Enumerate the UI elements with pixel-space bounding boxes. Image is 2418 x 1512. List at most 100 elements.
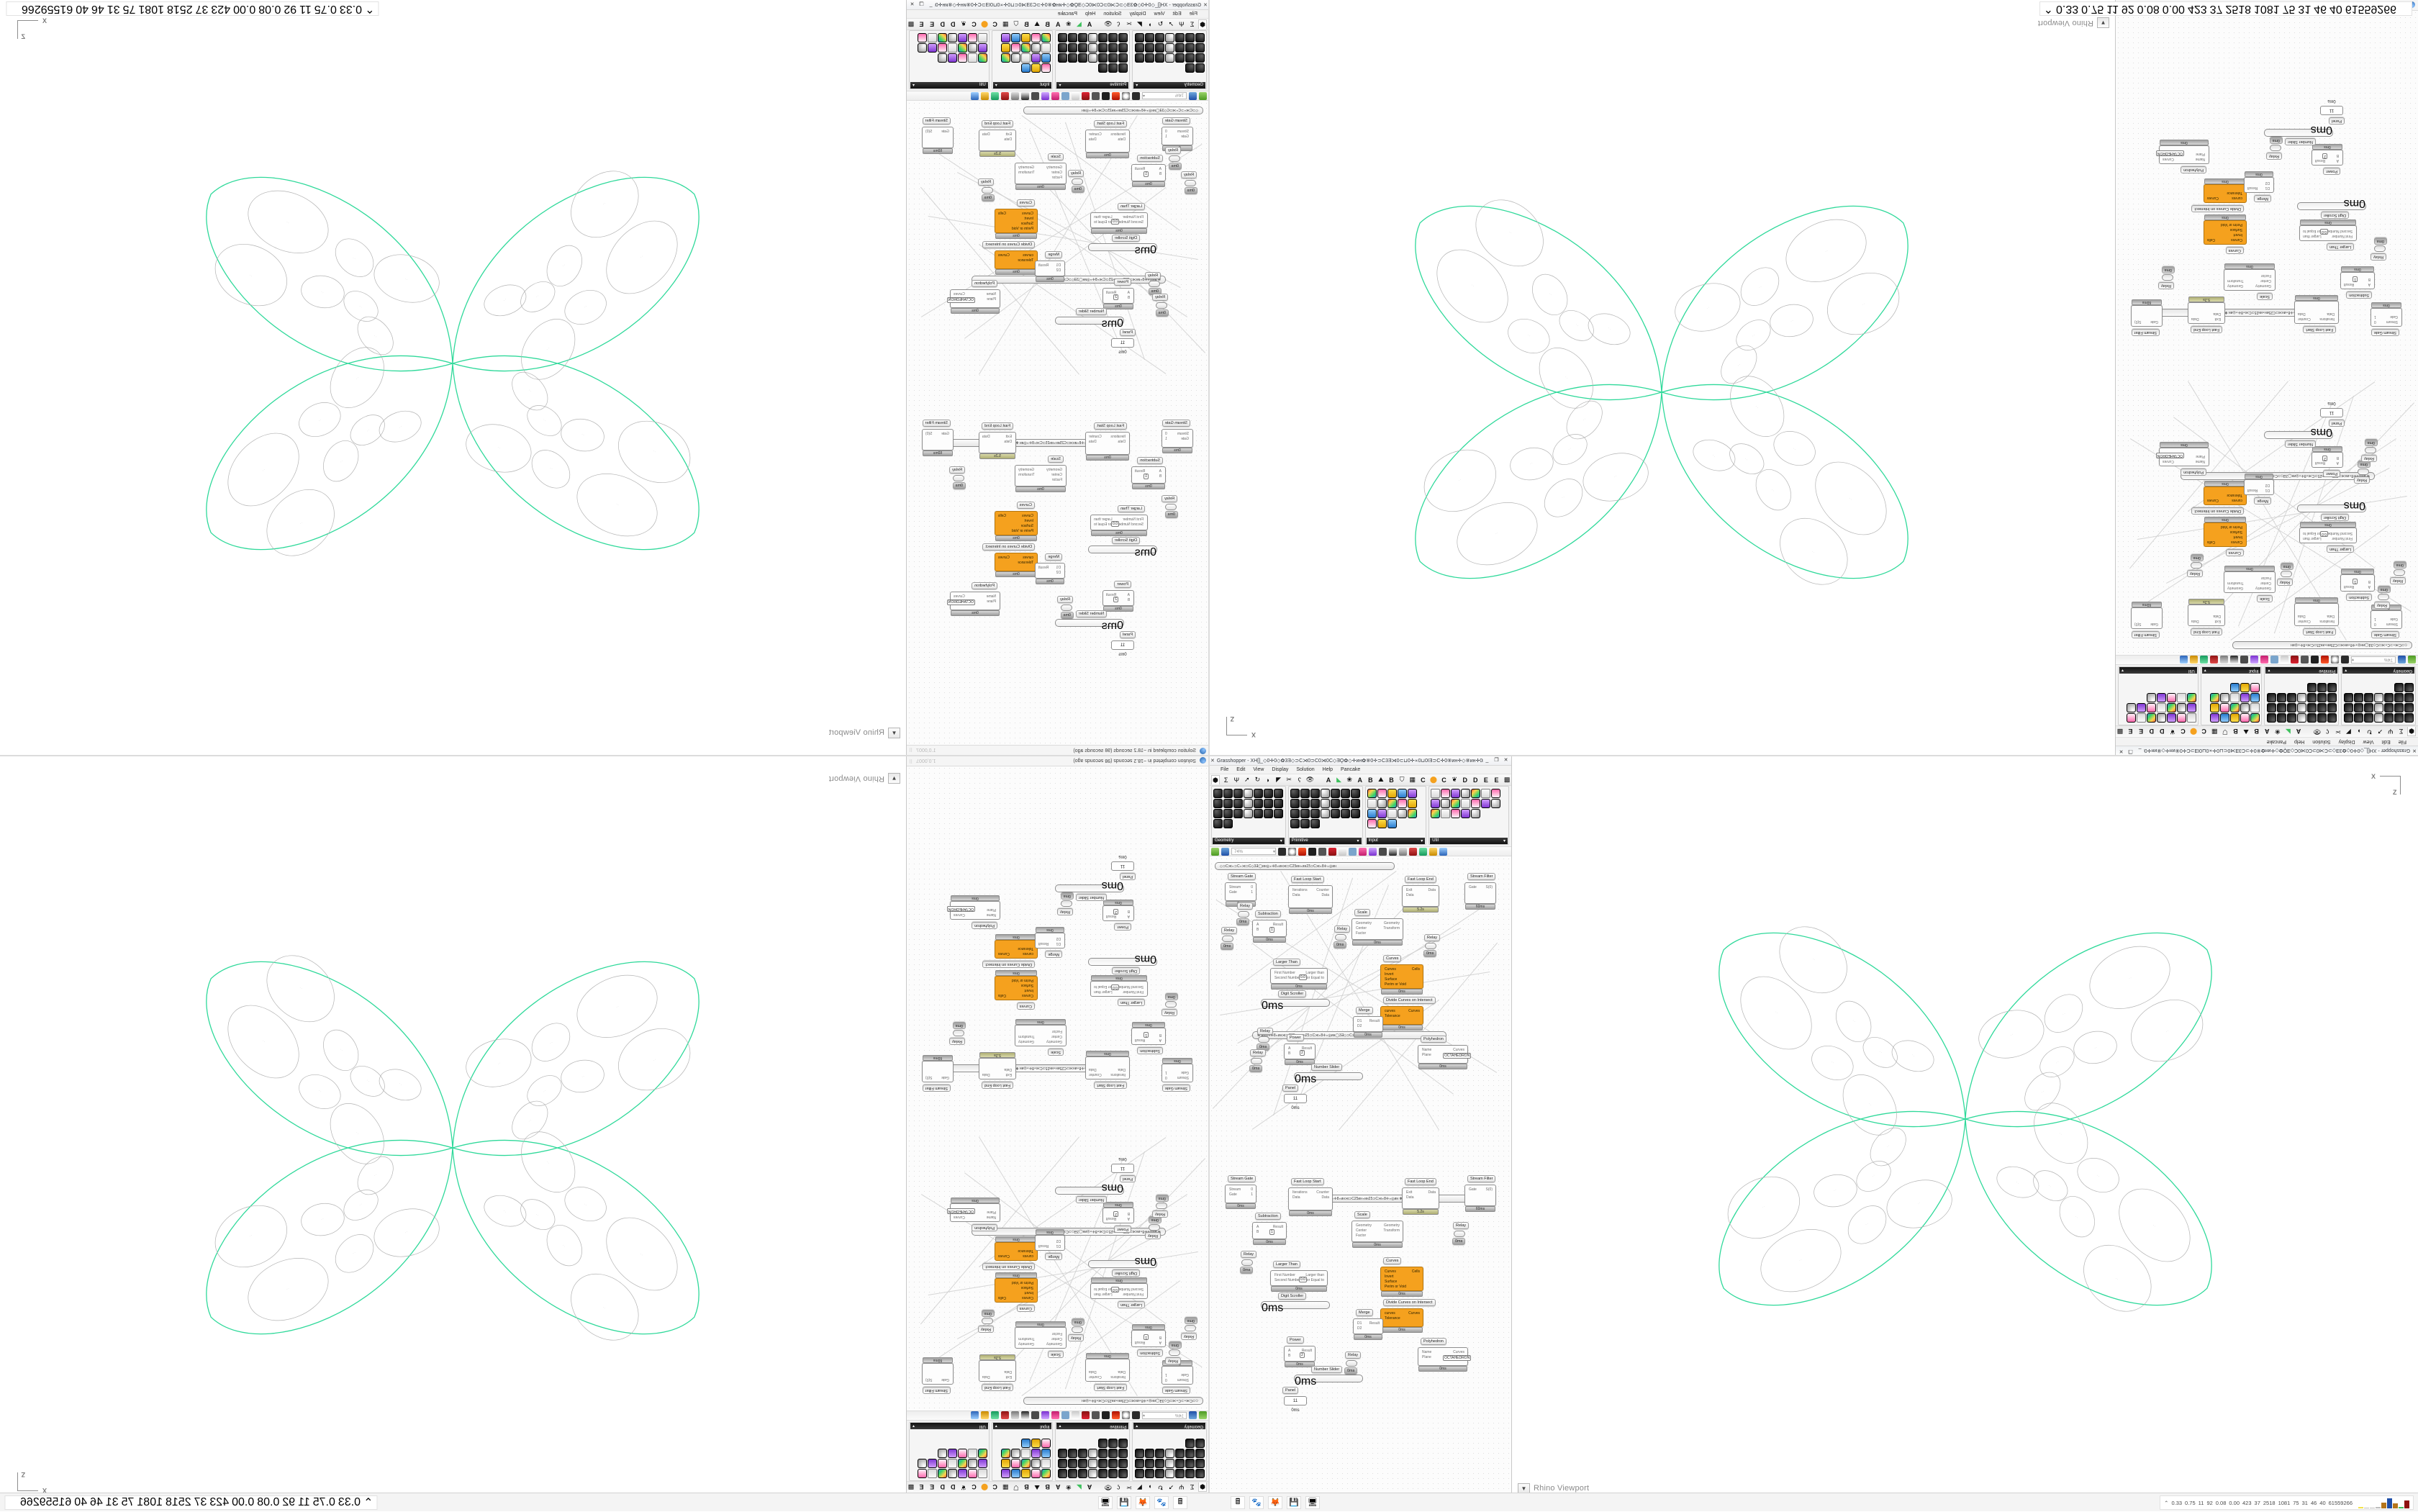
node-input-pin[interactable]: Gate xyxy=(1181,135,1189,139)
node-output-pin[interactable]: Transform xyxy=(1383,926,1400,931)
node-input-pin[interactable]: Gate xyxy=(1229,890,1237,895)
palette-component-icon[interactable] xyxy=(1431,809,1441,818)
node-value-field[interactable]: 1 xyxy=(1144,474,1149,479)
chevron-down-icon[interactable]: ▾ xyxy=(2268,668,2270,672)
node-input-pin[interactable]: Name xyxy=(986,594,996,599)
palette-component-icon[interactable] xyxy=(1011,53,1021,63)
search-icon[interactable] xyxy=(1061,91,1069,100)
palette-component-icon[interactable] xyxy=(1397,789,1407,798)
palette-component-icon[interactable] xyxy=(1387,809,1397,818)
shade3-icon[interactable] xyxy=(1001,91,1009,100)
node-input-pin[interactable]: A xyxy=(1159,167,1162,171)
palette-component-icon[interactable] xyxy=(1108,1459,1118,1468)
node-output-pin[interactable]: Cells xyxy=(2207,540,2216,544)
shade2-icon[interactable] xyxy=(1399,847,1407,856)
minimize-button[interactable]: _ xyxy=(929,2,933,7)
preview-icon[interactable] xyxy=(2331,656,2339,664)
node-input-pin[interactable]: Stream xyxy=(1177,130,1189,134)
grasshopper-titlebar[interactable]: ✕ Grasshopper - XH[]_◇0✛0◇✿3Ǝ◇⊃C⋊0⊃C0⋊0C… xyxy=(2116,746,2418,756)
node-input-pin[interactable]: Plane xyxy=(987,1210,996,1214)
palette-component-icon[interactable] xyxy=(2317,693,2327,702)
shade2-icon[interactable] xyxy=(1011,91,1019,100)
ribbon-tab-a2-icon[interactable]: A xyxy=(1055,1483,1061,1491)
node-input-pin[interactable]: Surface xyxy=(1020,524,1033,528)
zoom-level-input[interactable]: 74% ▾ xyxy=(1142,1412,1187,1419)
node-input-pin[interactable]: A xyxy=(1159,469,1162,474)
node-input-pin[interactable]: Perim or Void xyxy=(1385,982,1407,987)
palette-component-icon[interactable] xyxy=(1108,53,1118,63)
cross-curves-icon[interactable] xyxy=(1031,91,1039,100)
relay-node[interactable] xyxy=(1346,1360,1357,1367)
preview-icon[interactable] xyxy=(1122,1411,1130,1420)
chevron-down-icon[interactable]: ▾ xyxy=(2345,668,2347,672)
palette-component-icon[interactable] xyxy=(2240,713,2250,723)
palette-component-icon[interactable] xyxy=(1058,1459,1068,1468)
node-output-pin[interactable]: Result xyxy=(1038,566,1049,570)
palette-component-icon[interactable] xyxy=(1310,819,1320,828)
palette-component-icon[interactable] xyxy=(1195,1459,1205,1468)
ribbon-tab-arrow-icon[interactable]: ➚ xyxy=(1168,1484,1174,1491)
palette-component-icon[interactable] xyxy=(2250,703,2260,712)
palette-component-icon[interactable] xyxy=(957,43,967,53)
node-input-pin[interactable]: Gate xyxy=(1181,1372,1189,1377)
node-input-pin[interactable]: Geometry xyxy=(1046,1039,1062,1044)
palette-component-icon[interactable] xyxy=(1310,809,1320,818)
palette-component-icon[interactable] xyxy=(1300,809,1310,818)
node-output-pin[interactable]: Larger than xyxy=(1305,971,1324,975)
node-input-pin[interactable]: Center xyxy=(1051,1336,1062,1341)
chevron-down-icon[interactable]: ▾ xyxy=(1143,1413,1146,1417)
profiler-icon[interactable] xyxy=(1102,91,1110,100)
menu-item-solution[interactable]: Solution xyxy=(2312,739,2331,744)
palette-component-icon[interactable] xyxy=(1001,43,1011,53)
search-icon[interactable] xyxy=(2270,656,2278,664)
palette-group-title[interactable]: Input ▾ xyxy=(1366,838,1426,844)
canvas-node[interactable]: Exit Data Data 5.2s xyxy=(979,130,1016,157)
close-button[interactable]: ✕ xyxy=(1503,758,1508,763)
node-input-pin[interactable]: B xyxy=(1288,1051,1291,1056)
node-output-pin[interactable]: Result xyxy=(2247,488,2258,492)
node-input-pin[interactable]: Perim or Void xyxy=(1011,529,1033,533)
canvas-node[interactable]: curves Tolerance Curves 0ms xyxy=(995,1236,1038,1261)
node-output-pin[interactable]: Larger than xyxy=(1094,215,1113,219)
viewport-menu-arrow[interactable]: ▼ xyxy=(2097,17,2109,28)
node-input-pin[interactable]: Geometry xyxy=(2255,586,2271,590)
rhino-viewport-pane[interactable]: X Z · · · · · · · · · · · · · · · · · · · · · · · ·… xyxy=(0,756,907,1511)
palette-component-icon[interactable] xyxy=(1377,819,1387,828)
canvas-node[interactable]: First Number Second Number Larger than... … xyxy=(1090,1277,1148,1299)
ribbon-tab-mountain-icon[interactable]: ⛰ xyxy=(1378,776,1384,783)
palette-component-icon[interactable] xyxy=(1431,789,1441,798)
ribbon-tab-d2-icon[interactable]: D xyxy=(1473,776,1478,784)
ribbon-tab-b2-icon[interactable]: B xyxy=(1024,1483,1029,1491)
shade3-icon[interactable] xyxy=(2210,656,2218,664)
node-output-pin[interactable]: Cells xyxy=(998,993,1007,997)
node-value-field[interactable]: OCTAHEDRON xyxy=(1443,1053,1472,1059)
canvas-node[interactable]: Exit Data Data 5.2s xyxy=(1402,885,1439,913)
palette-component-icon[interactable] xyxy=(1264,799,1273,808)
grasshopper-canvas[interactable]: ◇⊃C⋊∘⊃C∘⋊⊃C◇3Ǝ◯ин◎∘✛8∘ин⋊⊃C2Ƽин∘ин2Ƽ⊃C⋊∘… xyxy=(1209,856,1511,1500)
palette-component-icon[interactable] xyxy=(947,33,957,42)
node-input-pin[interactable]: Plane xyxy=(1422,1053,1431,1057)
ribbon-tab-shield-icon[interactable]: ⛉ xyxy=(1013,1484,1019,1491)
taskbar-terminal-icon[interactable]: 🖥 xyxy=(1305,1495,1320,1509)
palette-component-icon[interactable] xyxy=(977,1459,987,1468)
node-input-pin[interactable]: Tolerance xyxy=(1018,946,1033,951)
canvas-node[interactable]: curves Tolerance Curves 0ms xyxy=(995,250,1038,275)
node-output-pin[interactable]: Data xyxy=(1089,137,1097,142)
palette-component-icon[interactable] xyxy=(1155,33,1164,42)
palette-component-icon[interactable] xyxy=(2277,703,2287,712)
palette-component-icon[interactable] xyxy=(1310,799,1320,808)
palette-component-icon[interactable] xyxy=(937,1449,947,1458)
palette-component-icon[interactable] xyxy=(2394,713,2404,723)
node-input-pin[interactable]: B xyxy=(1256,1230,1259,1234)
palette-component-icon[interactable] xyxy=(2176,713,2186,723)
palette-component-icon[interactable] xyxy=(1185,63,1195,73)
ribbon-tab-leaf-icon[interactable]: ◣ xyxy=(1336,776,1342,783)
canvas-node[interactable]: Geometry Center Factor Geometry Transform 0ms xyxy=(2224,263,2276,291)
ribbon-tab-shield-icon[interactable]: ⛉ xyxy=(2222,728,2228,735)
palette-component-icon[interactable] xyxy=(1367,789,1377,798)
relay-node[interactable] xyxy=(1238,911,1249,918)
palette-component-icon[interactable] xyxy=(1407,799,1417,808)
palette-component-icon[interactable] xyxy=(2344,713,2353,723)
